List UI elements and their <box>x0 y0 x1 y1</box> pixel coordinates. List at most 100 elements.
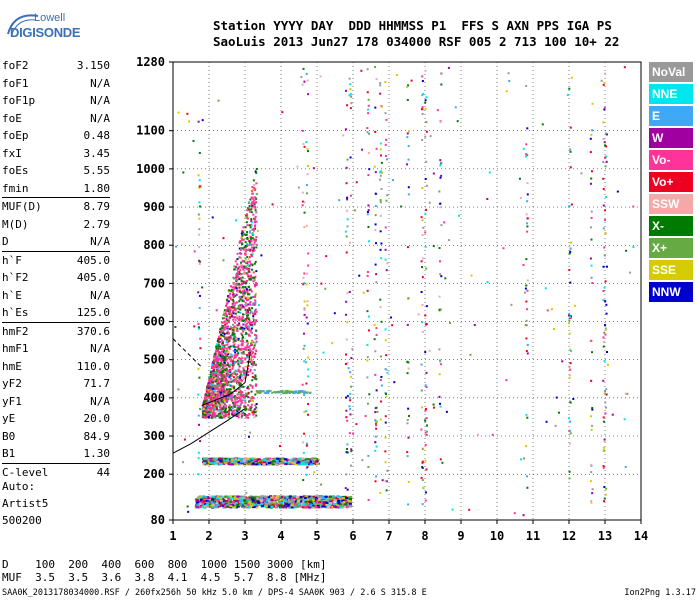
echo-point <box>590 133 593 136</box>
echo-point <box>199 205 202 208</box>
echo-point <box>207 500 211 503</box>
echo-point <box>248 244 251 247</box>
echo-point <box>248 241 251 244</box>
echo-point <box>407 145 410 148</box>
echo-point <box>424 314 427 317</box>
echo-point <box>252 351 255 354</box>
echo-point <box>253 355 256 358</box>
echo-point <box>248 210 251 213</box>
echo-point <box>252 346 255 349</box>
echo-point <box>306 173 309 176</box>
echo-point <box>227 332 230 335</box>
echo-point <box>302 142 305 145</box>
echo-point <box>240 303 243 306</box>
echo-point <box>349 408 352 411</box>
echo-point <box>262 498 266 501</box>
echo-point <box>231 411 234 414</box>
echo-point <box>227 371 230 374</box>
echo-point <box>384 436 387 439</box>
echo-point <box>345 416 348 419</box>
echo-point <box>380 320 383 323</box>
echo-point <box>228 356 231 359</box>
echo-point <box>303 344 306 347</box>
echo-point <box>438 359 441 362</box>
echo-point <box>604 401 607 404</box>
echo-point <box>219 371 222 374</box>
echo-point <box>234 346 237 349</box>
echo-point <box>590 339 593 342</box>
echo-point <box>220 391 223 394</box>
echo-point <box>197 322 200 325</box>
echo-point <box>222 388 225 391</box>
echo-point <box>291 495 295 498</box>
echo-point <box>204 393 207 396</box>
echo-point <box>242 267 245 270</box>
echo-point <box>234 351 237 354</box>
echo-point <box>216 380 219 383</box>
echo-point <box>228 413 231 416</box>
echo-point <box>228 306 231 309</box>
echo-point <box>241 300 244 303</box>
echo-point <box>234 316 237 319</box>
echo-point <box>241 328 244 331</box>
echo-point <box>228 388 231 391</box>
echo-point <box>198 179 201 182</box>
echo-point <box>439 458 442 461</box>
echo-point <box>212 414 215 417</box>
echo-point <box>232 330 235 333</box>
echo-point <box>242 369 245 372</box>
echo-point <box>253 458 257 461</box>
echo-point <box>424 212 427 215</box>
echo-point <box>202 404 205 407</box>
echo-point <box>254 411 257 414</box>
echo-point <box>219 354 222 357</box>
echo-point <box>212 458 216 461</box>
echo-point <box>236 410 239 413</box>
echo-point <box>219 345 222 348</box>
echo-point <box>373 338 376 341</box>
echo-point <box>237 344 240 347</box>
echo-point <box>232 362 235 365</box>
echo-point <box>236 345 239 348</box>
echo-point <box>244 241 247 244</box>
echo-point <box>231 367 234 370</box>
echo-point <box>243 404 246 407</box>
echo-point <box>230 337 233 340</box>
echo-point <box>246 387 249 390</box>
echo-point <box>219 351 222 354</box>
echo-point <box>247 416 250 419</box>
echo-point <box>421 460 424 463</box>
echo-point <box>302 500 305 503</box>
echo-point <box>299 498 303 501</box>
echo-point <box>348 405 351 408</box>
echo-point <box>205 412 208 415</box>
echo-point <box>242 294 245 297</box>
echo-point <box>226 459 230 462</box>
echo-point <box>349 241 352 244</box>
echo-point <box>218 384 221 387</box>
echo-point <box>266 460 270 463</box>
echo-point <box>242 350 245 353</box>
echo-point <box>288 392 291 395</box>
echo-point <box>379 298 382 301</box>
echo-point <box>277 495 281 498</box>
echo-point <box>287 462 291 465</box>
echo-point <box>241 239 244 242</box>
echo-point <box>309 463 313 466</box>
echo-point <box>225 318 228 321</box>
echo-point <box>225 367 228 370</box>
echo-point <box>238 498 242 501</box>
echo-point <box>212 403 215 406</box>
echo-point <box>307 506 311 509</box>
echo-point <box>215 356 218 359</box>
echo-point <box>255 378 258 381</box>
echo-point <box>374 106 377 109</box>
echo-point <box>238 247 241 250</box>
echo-point <box>205 463 209 466</box>
echo-point <box>238 241 241 244</box>
echo-point <box>232 360 235 363</box>
echo-point <box>277 499 281 502</box>
echo-point <box>216 497 220 500</box>
echo-point <box>226 326 229 329</box>
